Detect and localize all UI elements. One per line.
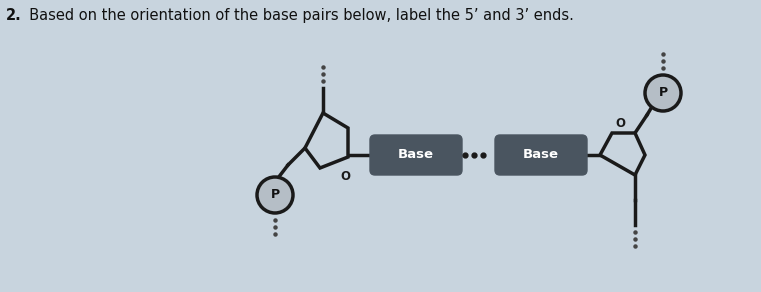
Text: O: O bbox=[615, 117, 625, 130]
Circle shape bbox=[257, 177, 293, 213]
Text: 2.: 2. bbox=[6, 8, 22, 23]
Polygon shape bbox=[600, 133, 645, 175]
Polygon shape bbox=[305, 113, 348, 168]
Text: O: O bbox=[340, 170, 350, 183]
Text: P: P bbox=[658, 86, 667, 100]
Text: Base: Base bbox=[398, 149, 434, 161]
Circle shape bbox=[645, 75, 681, 111]
FancyBboxPatch shape bbox=[370, 135, 462, 175]
Text: P: P bbox=[270, 189, 279, 201]
Text: Base: Base bbox=[523, 149, 559, 161]
FancyBboxPatch shape bbox=[495, 135, 587, 175]
Text: Based on the orientation of the base pairs below, label the 5’ and 3’ ends.: Based on the orientation of the base pai… bbox=[20, 8, 574, 23]
